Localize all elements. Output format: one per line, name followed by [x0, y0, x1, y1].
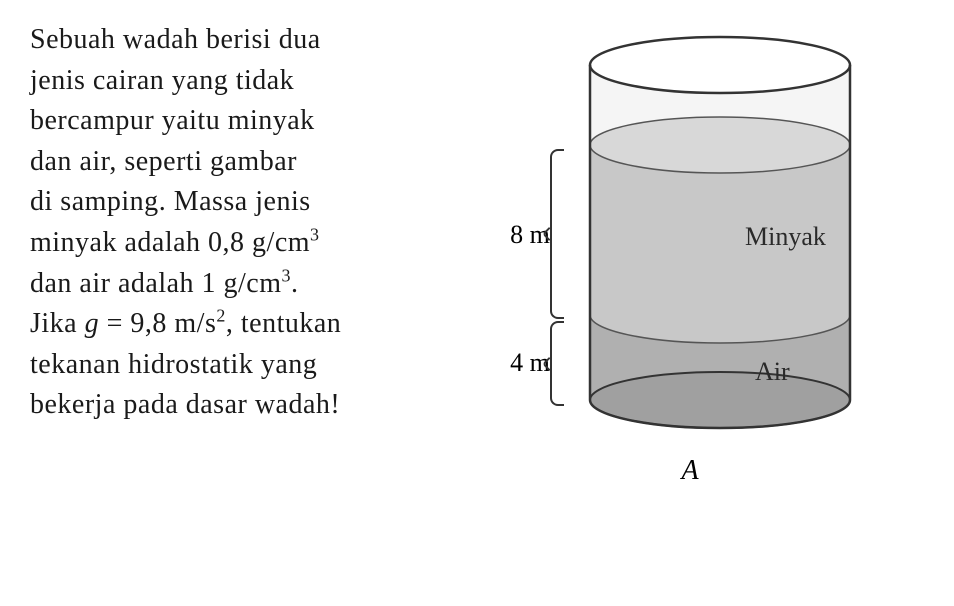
figure-wrap: 8 m 4 m	[510, 30, 870, 487]
text-line: Jika	[30, 308, 85, 339]
text-line: jenis cairan yang tidak	[30, 65, 294, 96]
cylinder-svg: Minyak Air	[570, 30, 870, 440]
bracket-group	[550, 149, 564, 406]
bracket-4m	[550, 321, 564, 406]
text-line: Sebuah wadah berisi dua	[30, 24, 321, 55]
text-line: amping	[72, 186, 159, 217]
superscript: 3	[282, 265, 292, 285]
problem-text: Sebuah wadah berisi dua jenis cairan yan…	[30, 20, 460, 487]
text-line: , tentukan	[226, 308, 341, 339]
water-label: Air	[755, 357, 790, 386]
text-line: jenis	[255, 186, 310, 217]
text-line: bercampur yaitu minyak	[30, 105, 315, 136]
oil-label: Minyak	[745, 222, 826, 251]
page-content: Sebuah wadah berisi dua jenis cairan yan…	[30, 20, 924, 487]
text-line: di s	[30, 186, 72, 217]
text-line: .	[291, 268, 299, 299]
cylinder-rim	[590, 37, 850, 93]
text-line: air	[79, 146, 109, 177]
text-line: . Massa	[159, 186, 256, 217]
text-line: dan air adalah 1 g/cm	[30, 268, 282, 299]
text-line: tekanan hidrostatik yang	[30, 349, 317, 380]
figure-container: 8 m 4 m	[480, 20, 900, 487]
variable-g: g	[85, 308, 100, 339]
oil-top-surface	[590, 117, 850, 173]
text-line: minyak adalah 0,8 g/cm	[30, 227, 310, 258]
text-line: dan	[30, 146, 79, 177]
cylinder-diagram: Minyak Air	[570, 30, 870, 445]
text-line: bekerja pada dasar wadah!	[30, 389, 340, 420]
figure-caption: A	[681, 455, 698, 487]
superscript: 3	[310, 225, 320, 245]
superscript: 2	[216, 306, 226, 326]
text-line: ambar	[225, 146, 297, 177]
bracket-8m	[550, 149, 564, 319]
text-line: = 9,8 m/s	[99, 308, 216, 339]
cylinder-row: 8 m 4 m	[510, 30, 870, 445]
text-line: , seperti g	[109, 146, 224, 177]
